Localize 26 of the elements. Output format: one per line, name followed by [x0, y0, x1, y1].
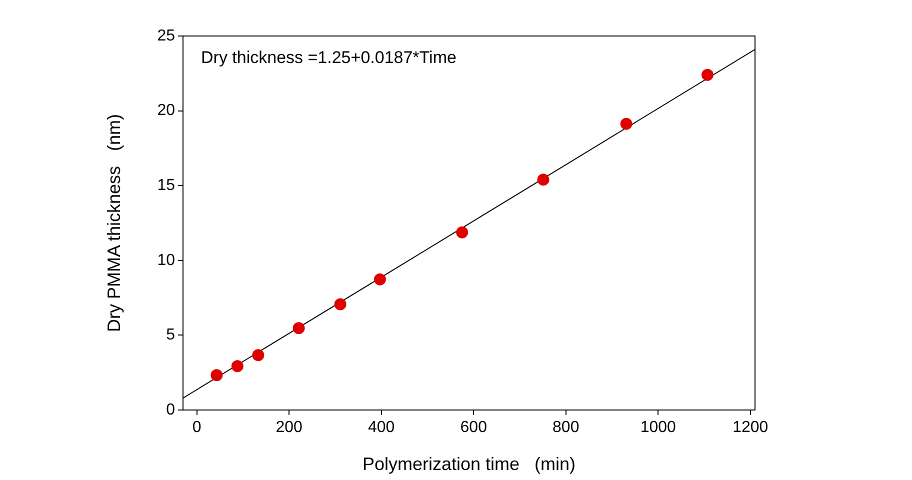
point	[374, 273, 386, 286]
point	[292, 322, 305, 334]
y-tick-label: 20	[157, 102, 176, 120]
x-tick-label: 1000	[640, 419, 676, 436]
point	[620, 118, 632, 130]
x-tick-label: 800	[552, 419, 580, 436]
x-tick-label: 200	[276, 419, 303, 436]
y-axis-title: Dry PMMA thickness (nm)	[104, 114, 124, 332]
point	[701, 68, 714, 81]
point	[334, 298, 346, 310]
point	[231, 360, 244, 372]
x-tick-label: 1200	[732, 419, 768, 436]
x-tick-label: 0	[192, 419, 202, 436]
y-tick-label: 15	[157, 177, 176, 194]
x-tick-label: 400	[368, 419, 395, 436]
y-tick-label: 5	[166, 326, 176, 344]
x-tick-label: 600	[460, 419, 488, 436]
point	[252, 349, 264, 362]
point	[210, 369, 223, 382]
point	[537, 174, 550, 186]
point	[456, 226, 468, 238]
y-tick-label: 0	[166, 401, 176, 418]
annotation: Dry thickness =1.25+0.0187*Time	[201, 48, 456, 68]
y-tick-label: 25	[157, 27, 176, 44]
x-axis-title: Polymerization time (min)	[362, 454, 576, 474]
y-tick-label: 10	[157, 252, 176, 269]
